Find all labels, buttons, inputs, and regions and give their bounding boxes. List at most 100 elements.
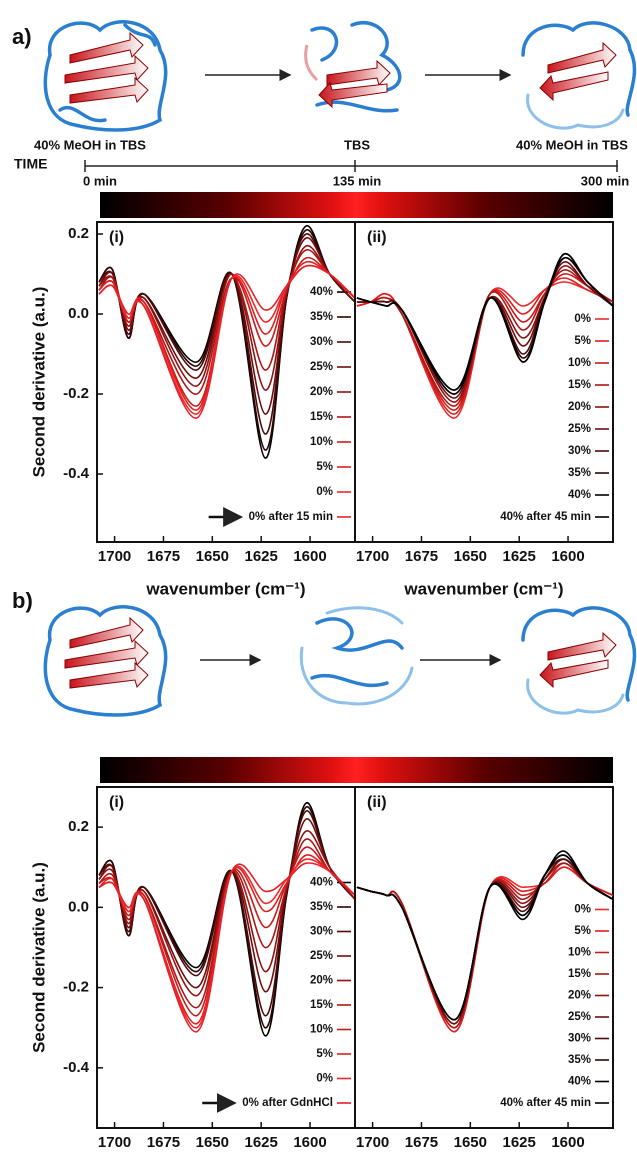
spectrum-line (98, 245, 355, 391)
panel-letter: a) (12, 24, 32, 49)
legend-label: 0% (574, 313, 591, 325)
x-tick-label: 1625 (244, 548, 277, 565)
legend-label: 15% (568, 968, 591, 980)
legend-label: 10% (310, 436, 333, 448)
time-tick-label: 0 min (83, 173, 117, 188)
legend-label: 0% after 15 min (249, 511, 333, 523)
y-tick-label: 0.2 (68, 818, 89, 835)
legend-label: 40% (568, 1076, 591, 1088)
x-tick-label: 1650 (454, 1134, 487, 1151)
plot-frame (354, 786, 614, 1129)
legend-label: 35% (568, 1054, 591, 1066)
legend-label: 40% after 45 min (500, 511, 591, 523)
y-tick-label: -0.2 (63, 979, 89, 996)
plot-frame (354, 221, 614, 543)
spectrum-line (356, 862, 613, 1029)
x-tick-label: 1700 (356, 548, 389, 565)
legend-label: 40% (310, 286, 333, 298)
x-tick-label: 1625 (502, 548, 535, 565)
color-bar (100, 757, 613, 783)
time-axis (84, 160, 618, 172)
legend-label: 25% (568, 423, 591, 435)
panel-label: (ii) (367, 229, 387, 246)
x-tick-label: 1675 (405, 548, 438, 565)
legend-label: 5% (574, 335, 591, 347)
state-label: 40% MeOH in TBS (516, 137, 628, 152)
y-tick-label: -0.2 (63, 385, 89, 402)
x-tick-label: 1675 (405, 1134, 438, 1151)
legend-label: 40% (568, 489, 591, 501)
spectrum-line (98, 264, 355, 419)
protein-cartoon (521, 606, 637, 715)
spectrum-line (356, 850, 613, 1021)
x-tick-label: 1625 (502, 1134, 535, 1151)
panel-label: (i) (109, 229, 124, 246)
x-tick-label: 1700 (98, 1134, 131, 1151)
x-tick-label: 1625 (244, 1134, 277, 1151)
legend-label: 20% (568, 990, 591, 1002)
legend-label: 0% (574, 904, 591, 916)
legend-label: 5% (316, 461, 333, 473)
y-tick-label: 0.0 (68, 305, 89, 322)
time-tick-label: 300 min (581, 173, 629, 188)
legend-label: 35% (310, 311, 333, 323)
state-label: 40% MeOH in TBS (34, 137, 146, 152)
legend-label: 40% after 45 min (500, 1097, 591, 1109)
legend-label: 5% (316, 1048, 333, 1060)
spectrum-line (98, 806, 355, 1029)
spectrum-line (356, 256, 613, 395)
spectrum-line (98, 862, 355, 1033)
x-tick-label: 1650 (196, 548, 229, 565)
y-tick-label: 0.2 (68, 225, 89, 242)
time-tick-label: 135 min (333, 173, 381, 188)
legend-label: 35% (568, 467, 591, 479)
x-tick-label: 1700 (98, 548, 131, 565)
x-axis-label: wavenumber (cm⁻¹) (145, 579, 305, 598)
y-tick-label: 0.0 (68, 898, 89, 915)
legend-label: 15% (310, 411, 333, 423)
x-tick-label: 1600 (293, 548, 326, 565)
legend-label: 30% (568, 1033, 591, 1045)
legend-label: 0% (316, 1073, 333, 1085)
state-label: TBS (344, 137, 370, 152)
y-tick-label: -0.4 (63, 465, 90, 482)
legend-label: 15% (568, 379, 591, 391)
x-tick-label: 1600 (551, 1134, 584, 1151)
x-tick-label: 1650 (196, 1134, 229, 1151)
y-tick-label: -0.4 (63, 1059, 90, 1076)
legend-label: 35% (310, 901, 333, 913)
panel-label: (ii) (367, 794, 387, 811)
legend-label: 30% (568, 445, 591, 457)
protein-cartoon (299, 606, 414, 706)
spectrum-line (356, 862, 613, 1029)
legend-label: 30% (310, 926, 333, 938)
x-tick-label: 1675 (147, 548, 180, 565)
protein-cartoon (43, 605, 168, 717)
legend-label: 30% (310, 336, 333, 348)
legend-label: 25% (568, 1011, 591, 1023)
x-tick-label: 1650 (454, 548, 487, 565)
legend-label: 20% (568, 401, 591, 413)
legend-label: 25% (310, 361, 333, 373)
panel-letter: b) (12, 588, 33, 613)
legend-label: 40% (310, 877, 333, 889)
legend-label: 20% (310, 975, 333, 987)
legend-label: 10% (568, 947, 591, 959)
x-tick-label: 1700 (356, 1134, 389, 1151)
color-bar (100, 192, 613, 218)
protein-cartoon (43, 20, 168, 132)
protein-cartoon (521, 21, 637, 130)
legend-label: 25% (310, 950, 333, 962)
y-axis-label: Second derivative (a.u.) (29, 862, 48, 1053)
legend-label: 15% (310, 999, 333, 1011)
legend-label: 5% (574, 925, 591, 937)
x-tick-label: 1675 (147, 1134, 180, 1151)
legend-label: 10% (310, 1024, 333, 1036)
spectrum-line (98, 810, 355, 1017)
time-label: TIME (14, 156, 47, 172)
panel-label: (i) (109, 794, 124, 811)
x-axis-label: wavenumber (cm⁻¹) (403, 579, 563, 598)
legend-label: 10% (568, 357, 591, 369)
legend-label: 20% (310, 386, 333, 398)
